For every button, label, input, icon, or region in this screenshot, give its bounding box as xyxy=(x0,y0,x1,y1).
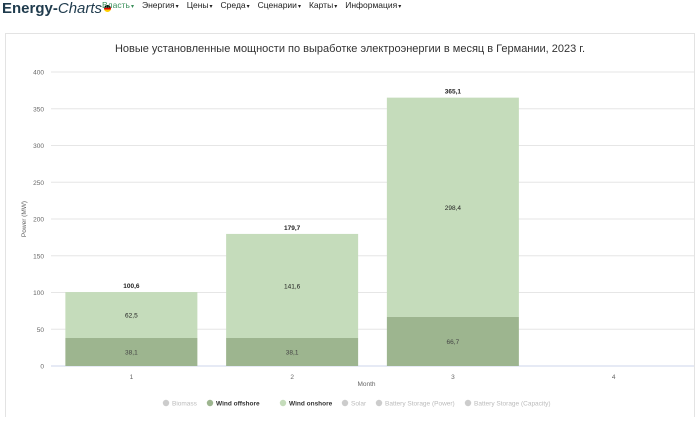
nav-item-label: Цены xyxy=(186,0,209,10)
nav-item-label: Энергия xyxy=(141,0,175,10)
nav-item-7[interactable]: Информация ▾ xyxy=(345,0,401,10)
nav-item-3[interactable]: Цены ▾ xyxy=(187,0,213,10)
legend-item: Solar xyxy=(351,401,367,408)
nav-item-4[interactable]: Среда ▾ xyxy=(221,0,250,10)
top-navigation-bar: Energy-Charts Власть ▾ Энергия ▾ Цены ▾ Среда ▾… xyxy=(0,0,700,22)
y-tick-label: 200 xyxy=(33,217,44,224)
nav-item-1[interactable]: Власть ▾ xyxy=(102,0,134,10)
legend-marker-icon[interactable] xyxy=(206,399,214,407)
logo-text-sub: Charts xyxy=(57,0,103,17)
y-tick-label: 100 xyxy=(33,290,44,297)
legend-marker-icon[interactable] xyxy=(375,399,383,407)
total-label: 365,1 xyxy=(445,89,462,96)
bar-wind-offshore-month-3[interactable] xyxy=(386,316,519,366)
bar-wind-onshore-month-2[interactable] xyxy=(226,233,359,338)
y-axis-label: Power (MW) xyxy=(21,201,28,237)
x-tick-label: 3 xyxy=(451,374,455,381)
chevron-down-icon: ▾ xyxy=(175,3,179,10)
bar-wind-onshore-month-3[interactable] xyxy=(386,97,519,317)
legend-item: Battery Storage (Capacity) xyxy=(474,401,551,408)
chevron-down-icon: ▾ xyxy=(209,3,213,10)
logo-text-main: Energy- xyxy=(2,0,58,17)
bar-wind-offshore-month-2[interactable] xyxy=(226,337,359,366)
legend-item: Biomass xyxy=(172,401,198,408)
total-label: 100,6 xyxy=(123,283,140,290)
chevron-down-icon: ▾ xyxy=(334,3,338,10)
chart-svg: Новые установленные мощности по выработк… xyxy=(21,43,694,408)
nav-item-label: Сценарии xyxy=(257,0,297,10)
legend-marker-icon[interactable] xyxy=(162,399,170,407)
total-label: 179,7 xyxy=(284,225,301,232)
data-label: 62,5 xyxy=(125,313,138,320)
nav-item-2[interactable]: Энергия ▾ xyxy=(142,0,179,10)
y-tick-label: 150 xyxy=(33,253,44,260)
x-tick-label: 2 xyxy=(290,374,294,381)
y-tick-label: 0 xyxy=(40,364,44,371)
data-label: 141,6 xyxy=(284,283,301,290)
energy-charts-logo[interactable]: Energy-Charts xyxy=(2,0,112,17)
nav-item-6[interactable]: Карты ▾ xyxy=(309,0,337,10)
data-label: 38,1 xyxy=(286,349,299,356)
chart-card: Новые установленные мощности по выработк… xyxy=(5,33,695,417)
legend-item: Wind offshore xyxy=(216,401,260,408)
y-tick-label: 350 xyxy=(33,106,44,113)
main-menu: Власть ▾ Энергия ▾ Цены ▾ Среда ▾ Сценарии ▾ Карты… xyxy=(102,0,401,10)
chevron-down-icon: ▾ xyxy=(297,3,301,10)
nav-item-label: Власть xyxy=(102,0,130,10)
nav-item-label: Информация xyxy=(345,0,398,10)
y-tick-label: 250 xyxy=(33,180,44,187)
germany-flag-icon xyxy=(104,5,112,12)
legend-marker-icon[interactable] xyxy=(341,399,349,407)
bar-wind-onshore-month-1[interactable] xyxy=(65,292,198,338)
legend-marker-icon[interactable] xyxy=(279,399,287,407)
chevron-down-icon: ▾ xyxy=(130,3,134,10)
chart-title: Новые установленные мощности по выработк… xyxy=(115,43,585,55)
x-tick-label: 4 xyxy=(612,374,616,381)
x-tick-label: 1 xyxy=(130,374,134,381)
legend-item: Wind onshore xyxy=(289,401,333,408)
y-tick-label: 400 xyxy=(33,70,44,77)
chevron-down-icon: ▾ xyxy=(398,3,402,10)
data-label: 66,7 xyxy=(447,339,460,346)
nav-item-5[interactable]: Сценарии ▾ xyxy=(258,0,301,10)
legend-marker-icon[interactable] xyxy=(464,399,472,407)
bar-wind-offshore-month-1[interactable] xyxy=(65,337,198,366)
nav-item-label: Карты xyxy=(308,0,334,10)
y-tick-label: 50 xyxy=(37,327,45,334)
chevron-down-icon: ▾ xyxy=(246,3,250,10)
legend-item: Battery Storage (Power) xyxy=(385,401,455,408)
x-axis-label: Month xyxy=(357,381,375,388)
nav-item-label: Среда xyxy=(220,0,246,10)
data-label: 38,1 xyxy=(125,349,138,356)
data-label: 298,4 xyxy=(445,205,462,212)
y-tick-label: 300 xyxy=(33,143,44,150)
